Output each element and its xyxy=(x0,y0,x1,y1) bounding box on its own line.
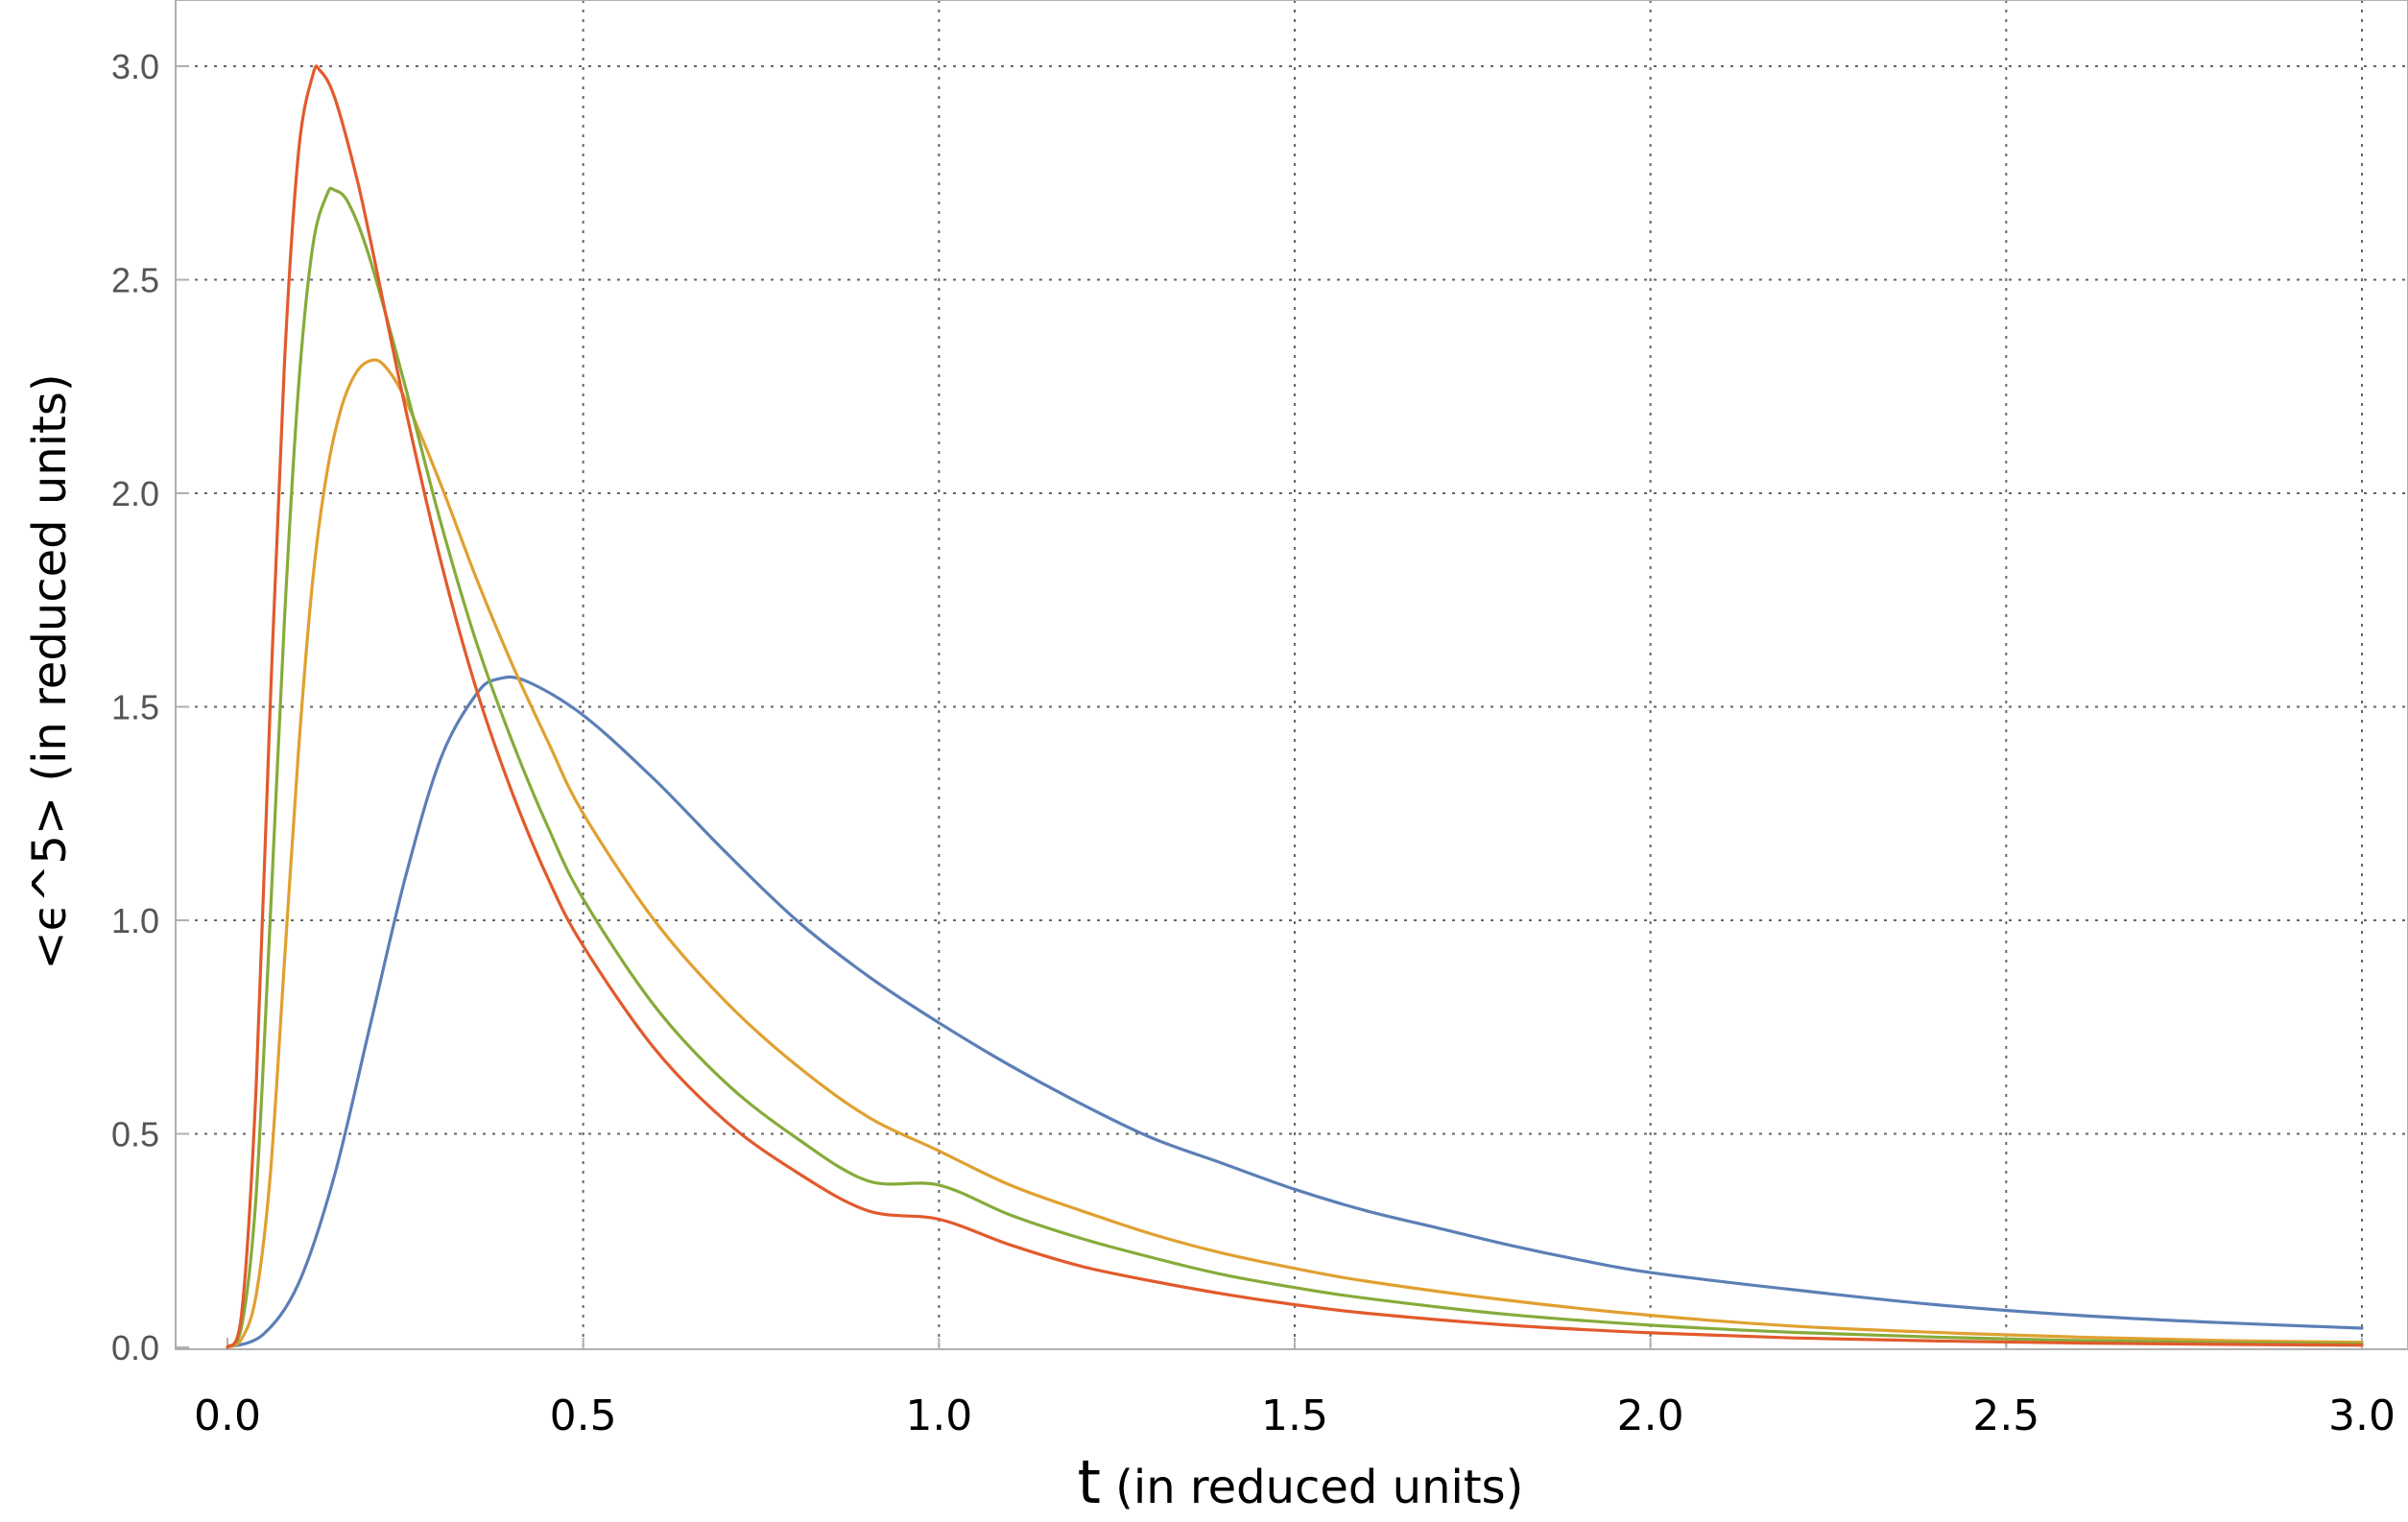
y-axis-label: <ϵ^5> (in reduced units) xyxy=(23,373,77,969)
y-tick-label: 1.5 xyxy=(111,688,159,727)
x-axis-label-symbol: t xyxy=(1078,1447,1101,1517)
x-tick-label: 1.5 xyxy=(1261,1391,1328,1440)
y-tick-label: 2.5 xyxy=(111,261,159,300)
y-tick-label: 3.0 xyxy=(111,47,159,86)
y-tick-label: 0.0 xyxy=(111,1328,159,1367)
x-tick-label: 3.0 xyxy=(2328,1391,2396,1440)
x-axis-label: t (in reduced units) xyxy=(1078,1447,1524,1517)
plot-frame xyxy=(175,0,2408,1350)
y-tick-label: 0.5 xyxy=(111,1115,159,1154)
x-axis-label-text: (in reduced units) xyxy=(1101,1461,1523,1514)
grid xyxy=(176,0,2408,1349)
y-tick-label: 1.0 xyxy=(111,901,159,940)
x-tick-label: 1.0 xyxy=(905,1391,972,1440)
series-line-4 xyxy=(226,64,2364,1349)
x-tick-label: 0.0 xyxy=(194,1391,261,1440)
x-tick-label: 0.5 xyxy=(550,1391,617,1440)
x-tick-label: 2.5 xyxy=(1972,1391,2039,1440)
y-tick-label: 2.0 xyxy=(111,474,159,513)
y-tick-labels: 0.0 0.5 1.0 1.5 2.0 2.5 3.0 xyxy=(111,47,159,1367)
x-tick-label: 2.0 xyxy=(1617,1391,1684,1440)
x-tick-labels: 0.0 0.5 1.0 1.5 2.0 2.5 3.0 xyxy=(194,1391,2396,1440)
series-line-1 xyxy=(226,675,2364,1349)
series-line-2 xyxy=(226,358,2364,1349)
series-line-3 xyxy=(226,186,2364,1349)
series-group xyxy=(226,64,2364,1349)
